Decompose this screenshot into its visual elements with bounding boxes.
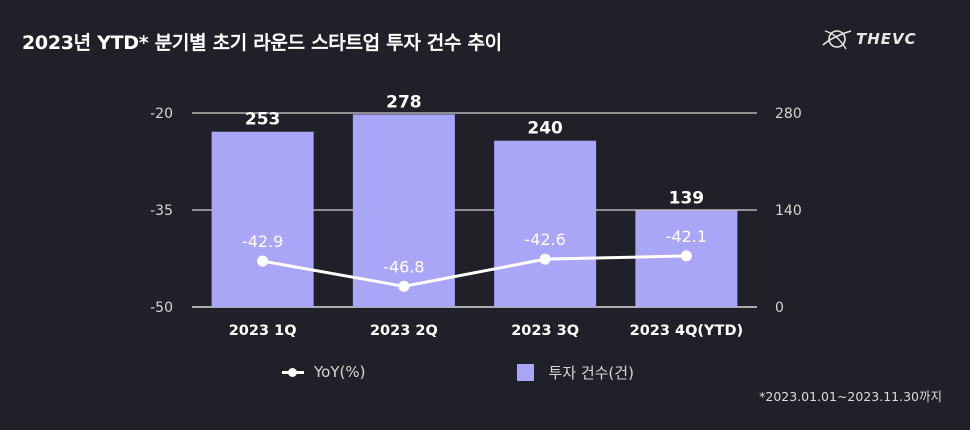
yoy-value-label: -42.9 (242, 232, 283, 251)
left-axis-tick-label: -50 (150, 300, 173, 316)
yoy-point[interactable] (398, 280, 410, 292)
bar[interactable] (211, 131, 314, 307)
x-axis-category-label: 2023 2Q (370, 323, 438, 339)
yoy-series-line (262, 254, 687, 288)
x-axis-category-label: 2023 4Q(YTD) (630, 323, 744, 339)
yoy-point[interactable] (257, 255, 269, 267)
logo-text: THEVC (856, 30, 917, 48)
globe-swoosh-icon (822, 30, 852, 50)
bar[interactable] (352, 114, 455, 307)
left-axis-tick-label: -35 (150, 203, 173, 219)
chart-legend: YoY(%) 투자 건수(건) (282, 360, 634, 384)
legend-line-marker (282, 367, 304, 377)
yoy-value-label: -42.1 (666, 227, 707, 246)
x-axis-category-label: 2023 1Q (229, 323, 297, 339)
yoy-value-label: -46.8 (383, 257, 424, 276)
legend-item-count[interactable]: 투자 건수(건) (517, 362, 634, 383)
right-axis-tick-label: 140 (775, 203, 802, 219)
x-axis-category-label: 2023 3Q (511, 323, 579, 339)
legend-item-yoy[interactable]: YoY(%) (282, 363, 365, 381)
left-axis-tick-label: -20 (150, 106, 173, 122)
bar-value-label: 240 (527, 119, 563, 139)
chart-title: 2023년 YTD* 분기별 초기 라운드 스타트업 투자 건수 추이 (22, 32, 502, 54)
bar[interactable] (494, 140, 597, 307)
thevc-logo: THEVC (822, 22, 952, 56)
yoy-point[interactable] (539, 253, 551, 265)
legend-bar-marker (517, 363, 535, 381)
legend-label-yoy: YoY(%) (314, 363, 366, 381)
right-axis-tick-label: 0 (775, 300, 784, 316)
legend-label-count: 투자 건수(건) (548, 363, 634, 382)
bar-value-label: 278 (386, 92, 422, 112)
footnote: *2023.01.01~2023.11.30까지 (759, 389, 942, 404)
right-axis-tick-label: 280 (775, 106, 802, 122)
bar-value-label: 139 (669, 189, 705, 209)
chart-plot: 253 278 240 139 -42.9 -46.8 -42.6 -42.1 -20 280 -… (150, 92, 802, 339)
bar-value-label: 253 (245, 110, 281, 130)
yoy-value-label: -42.6 (524, 230, 565, 249)
yoy-point[interactable] (680, 250, 692, 262)
